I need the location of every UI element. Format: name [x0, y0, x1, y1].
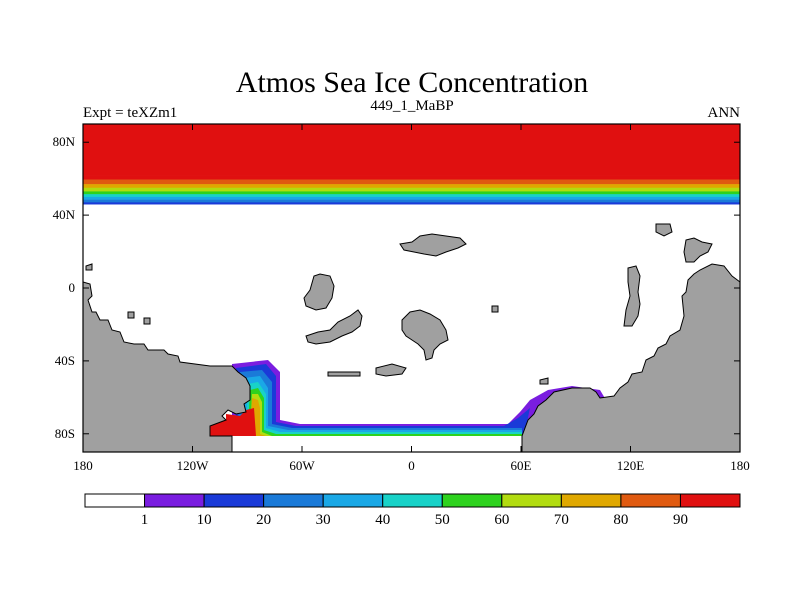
land-island-11 [143, 317, 151, 325]
north-band-row [83, 179, 740, 185]
land-island-6 [623, 265, 641, 327]
colorbar-label: 80 [613, 512, 628, 528]
colorbar-box [84, 493, 146, 508]
colorbar-box [203, 493, 265, 508]
y-axis: 80N 40N 0 40S 80S [53, 134, 740, 441]
south-ice-orange [224, 398, 266, 436]
land-masses [83, 223, 740, 452]
colorbar-label: 40 [375, 512, 390, 528]
land-island-africa [401, 309, 449, 361]
colorbar-box [679, 493, 741, 508]
land-island-5 [375, 363, 407, 377]
colorbar-label: 30 [316, 512, 331, 528]
colorbar-label: 50 [435, 512, 450, 528]
north-band-row [83, 202, 740, 205]
colorbar-box [144, 493, 205, 508]
colorbar-label: 20 [256, 512, 271, 528]
land-island-4 [327, 371, 361, 377]
colorbar-box [501, 493, 562, 508]
subtitle-left: Expt = teXZm1 [83, 105, 177, 121]
land-island-8 [655, 223, 673, 237]
chart-title: Atmos Sea Ice Concentration [236, 66, 588, 99]
x-tick-label: 60E [511, 458, 532, 473]
land-island-3 [305, 309, 363, 345]
colorbar-label: 70 [554, 512, 569, 528]
north-band-row [83, 194, 740, 198]
north-band-row [83, 187, 740, 192]
colorbar-box [441, 493, 503, 508]
colorbar-box [620, 493, 681, 508]
north-band-row [83, 196, 740, 200]
colorbar-label: 60 [494, 512, 509, 528]
land-west-continent [83, 281, 251, 452]
north-band-row [83, 199, 740, 203]
land-island-7 [683, 237, 713, 263]
land-island-12 [491, 305, 499, 313]
south-ice-red [210, 408, 256, 436]
y-tick-label: 40S [55, 353, 75, 368]
colorbar-box [382, 493, 443, 508]
x-tick-label: 180 [730, 458, 750, 473]
x-axis: 180 120W 60W 0 60E 120E 180 [73, 124, 750, 473]
land-island-2 [303, 273, 335, 311]
x-tick-label: 60W [289, 458, 315, 473]
y-tick-label: 40N [53, 207, 76, 222]
x-tick-label: 120W [177, 458, 210, 473]
x-tick-label: 120E [617, 458, 645, 473]
colorbar: 1 10 20 30 40 50 60 70 80 90 [84, 493, 741, 528]
colorbar-box [322, 493, 384, 508]
colorbar-label: 1 [141, 512, 149, 528]
subtitle-right: ANN [708, 105, 741, 121]
x-tick-label: 180 [73, 458, 93, 473]
land-island-13 [539, 377, 549, 385]
colorbar-box [560, 493, 622, 508]
land-east-continent [521, 263, 740, 452]
y-tick-label: 80S [55, 426, 75, 441]
north-band-row [83, 184, 740, 189]
land-island-9 [85, 263, 93, 271]
colorbar-label: 90 [673, 512, 688, 528]
north-band-row [83, 175, 740, 180]
x-tick-label: 0 [408, 458, 415, 473]
colorbar-box [263, 493, 324, 508]
north-band-row [83, 191, 740, 195]
north-ice-band [83, 124, 740, 205]
y-tick-label: 80N [53, 134, 76, 149]
colorbar-label: 10 [197, 512, 212, 528]
y-tick-label: 0 [69, 280, 76, 295]
land-island-10 [127, 311, 135, 319]
subtitle-center: 449_1_MaBP [370, 98, 453, 114]
land-island-1 [399, 233, 467, 257]
map-area [83, 124, 740, 452]
north-band-row [83, 124, 740, 176]
